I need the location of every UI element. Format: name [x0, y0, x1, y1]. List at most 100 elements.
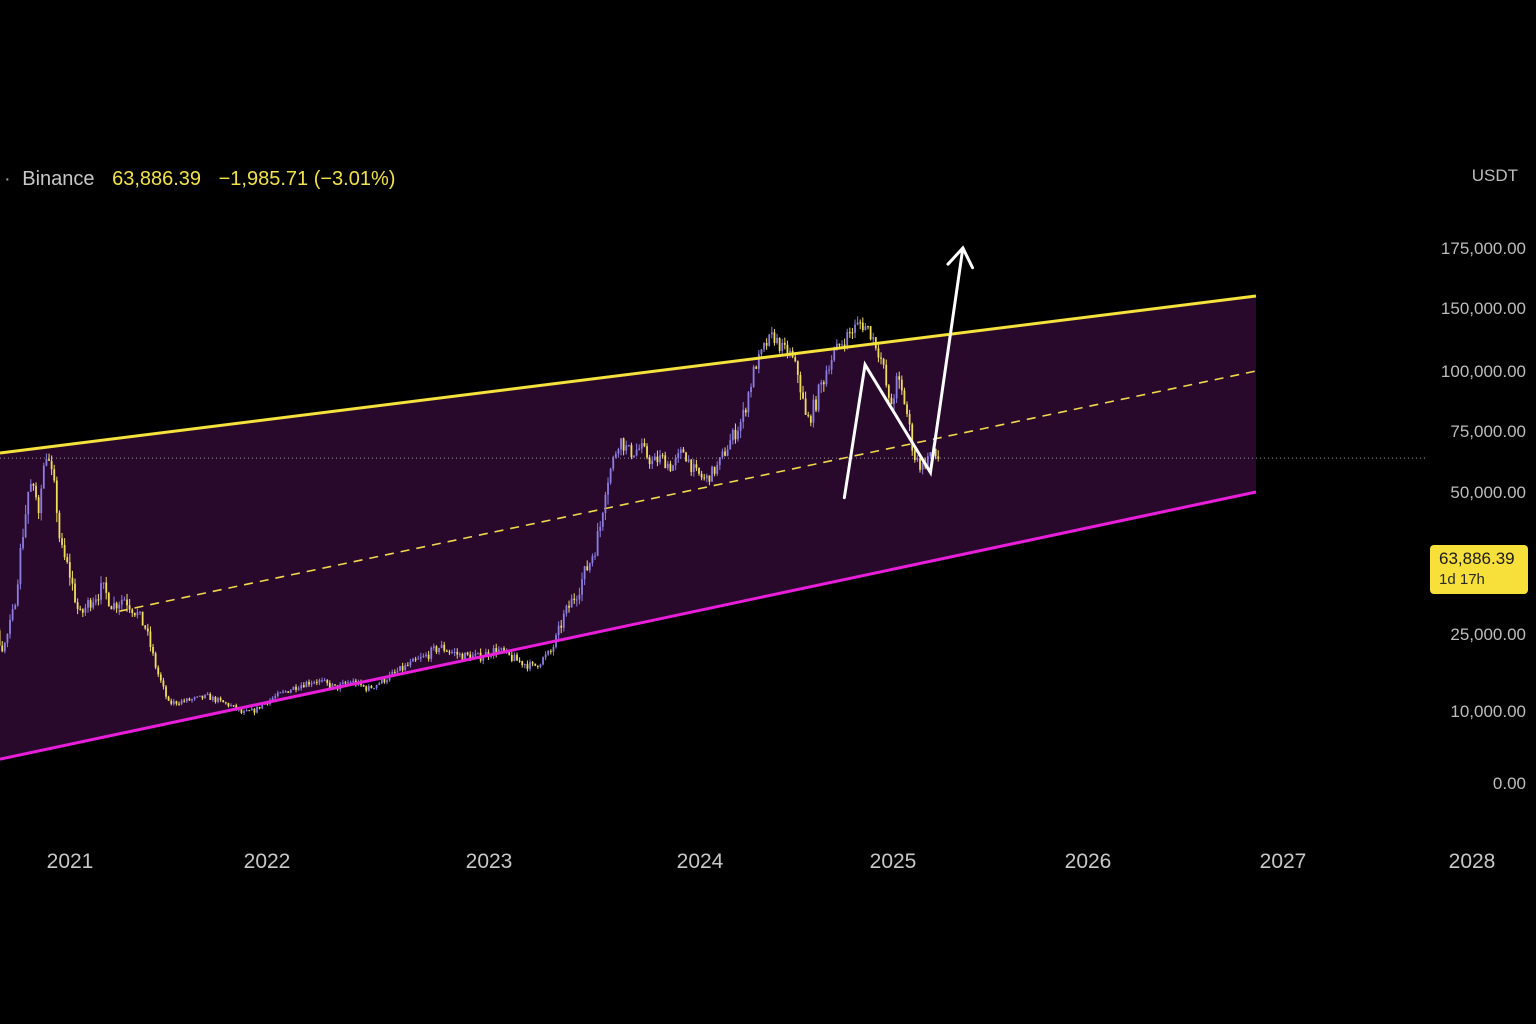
candle-body-376	[903, 390, 906, 405]
candle-body-72	[113, 603, 115, 610]
channel-upper-line	[0, 294, 1257, 455]
candle-body-282	[659, 455, 661, 463]
candle-body-324	[768, 334, 771, 346]
candle-body-327	[776, 337, 778, 343]
candle-body-226	[513, 654, 516, 661]
candle-body-349	[833, 350, 836, 361]
candle-body-297	[698, 467, 700, 474]
candle-body-53	[63, 544, 66, 558]
candle-body-252	[581, 579, 583, 595]
candle-body-377	[906, 404, 908, 414]
candle-body-164	[352, 680, 355, 683]
candle-body-129	[261, 704, 264, 709]
y-tick-label-2: 100,000.00	[1441, 362, 1526, 381]
candle-body-322	[763, 342, 765, 350]
candle-body-305	[718, 457, 721, 465]
candle-body-261	[604, 494, 607, 514]
projection-arrowhead	[946, 245, 975, 270]
candle-body-294	[690, 459, 693, 473]
candle-body-175	[380, 678, 383, 684]
candle-body-195	[432, 646, 435, 648]
candle-body-201	[448, 651, 451, 653]
last-price-value: 63,886.39	[1439, 549, 1515, 568]
candle-body-359	[859, 322, 862, 324]
candle-body-318	[752, 366, 755, 387]
candle-body-212	[477, 652, 479, 654]
candle-body-375	[900, 379, 903, 391]
candle-body-281	[656, 456, 659, 463]
candle-body-85	[146, 628, 149, 632]
candle-body-357	[854, 324, 856, 333]
y-tick-label-5: 25,000.00	[1450, 625, 1526, 644]
projection-path	[842, 246, 965, 500]
candle-body-299	[703, 477, 706, 479]
candle-body-77	[126, 599, 128, 606]
candle-body-369	[885, 364, 888, 386]
candle-body-254	[586, 566, 589, 571]
candle-body-96	[175, 701, 178, 704]
candle-body-238	[544, 654, 547, 658]
candle-body-217	[490, 655, 492, 657]
candle-body-241	[552, 646, 555, 652]
candle-body-283	[661, 455, 664, 457]
candle-body-269	[625, 445, 628, 451]
candle-body-168	[362, 685, 365, 687]
candle-body-177	[386, 680, 388, 683]
candle-body-273	[635, 449, 638, 456]
candle-body-285	[666, 463, 669, 469]
candle-body-276	[643, 443, 646, 447]
candle-body-388	[934, 448, 937, 457]
candle-body-187	[412, 658, 414, 662]
candle-body-125	[250, 708, 253, 711]
candle-body-263	[609, 468, 612, 483]
candle-body-373	[895, 376, 898, 399]
candle-body-312	[737, 431, 739, 440]
candle-body-108	[206, 694, 209, 696]
candle-body-193	[427, 654, 430, 659]
candle-body-290	[679, 449, 682, 454]
candle-body-61	[84, 607, 87, 613]
candle-body-353	[843, 344, 846, 347]
candle-body-75	[120, 599, 123, 605]
candle-body-79	[131, 609, 134, 614]
candle-body-186	[409, 661, 412, 666]
candle-body-101	[188, 698, 191, 701]
candle-body-361	[864, 326, 867, 331]
candle-body-344	[820, 382, 823, 385]
candle-body-342	[815, 399, 817, 411]
candle-body-279	[651, 460, 654, 465]
candle-body-162	[347, 682, 349, 684]
candle-body-221	[500, 648, 503, 650]
candle-body-69	[105, 582, 108, 593]
candle-body-116	[227, 703, 230, 707]
candle-body-200	[445, 650, 448, 652]
candle-body-66	[97, 599, 100, 601]
candle-body-197	[438, 647, 440, 653]
candle-body-98	[180, 700, 183, 704]
candle-body-36	[19, 548, 22, 585]
candle-body-316	[747, 392, 750, 413]
x-tick-label-1: 2022	[244, 850, 291, 873]
candle-body-106	[201, 695, 204, 699]
candle-body-364	[872, 337, 875, 340]
x-tick-label-0: 2021	[47, 850, 94, 873]
candle-body-325	[770, 332, 773, 335]
candle-body-180	[393, 671, 396, 673]
candle-body-87	[152, 647, 154, 654]
candle-body-385	[926, 456, 929, 467]
candle-body-189	[417, 658, 420, 660]
candle-body-140	[289, 689, 292, 693]
candle-body-302	[711, 466, 713, 482]
candle-body-319	[755, 366, 758, 369]
candle-body-274	[638, 448, 641, 450]
x-tick-label-5: 2026	[1065, 850, 1112, 873]
candle-body-55	[68, 562, 71, 578]
candle-body-99	[183, 700, 186, 702]
candle-body-63	[89, 600, 92, 608]
last-price-tag: 63,886.39 1d 17h	[1430, 545, 1528, 594]
candle-body-181	[396, 671, 399, 673]
x-tick-label-2: 2023	[466, 850, 513, 873]
candle-body-310	[731, 429, 734, 441]
header-change: −1,985.71 (−3.01%)	[218, 168, 396, 190]
